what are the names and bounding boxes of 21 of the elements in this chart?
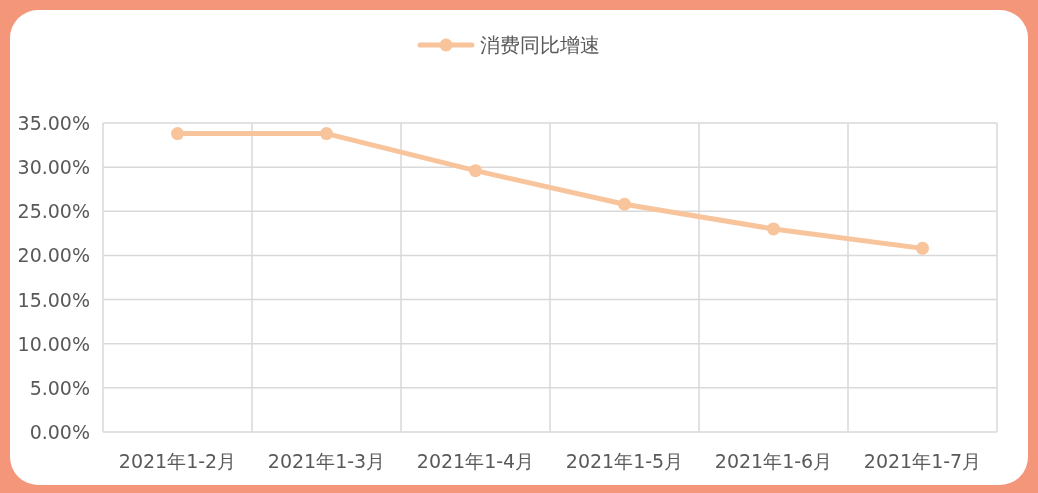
y-tick-label: 0.00% (29, 421, 90, 443)
point (469, 164, 482, 178)
point (767, 222, 780, 236)
x-tick-label: 2021年1-3月 (267, 450, 386, 472)
point (916, 241, 929, 255)
y-tick-label: 30.00% (17, 156, 90, 179)
x-tick-label: 2021年1-7月 (863, 450, 982, 472)
point (171, 127, 184, 141)
y-tick-label: 15.00% (17, 288, 90, 311)
point (618, 197, 631, 211)
x-tick-label: 2021年1-6月 (714, 450, 833, 472)
x-tick-label: 2021年1-2月 (118, 450, 237, 472)
y-tick-label: 35.00% (17, 112, 90, 134)
x-tick-label: 2021年1-4月 (416, 450, 535, 472)
legend-label: 消费同比增速 (480, 33, 600, 57)
point (320, 127, 333, 141)
y-tick-label: 20.00% (17, 244, 90, 267)
x-tick-label: 2021年1-5月 (565, 450, 684, 472)
y-tick-label: 25.00% (17, 200, 90, 223)
y-tick-label: 10.00% (17, 332, 90, 355)
y-tick-label: 5.00% (29, 376, 90, 399)
